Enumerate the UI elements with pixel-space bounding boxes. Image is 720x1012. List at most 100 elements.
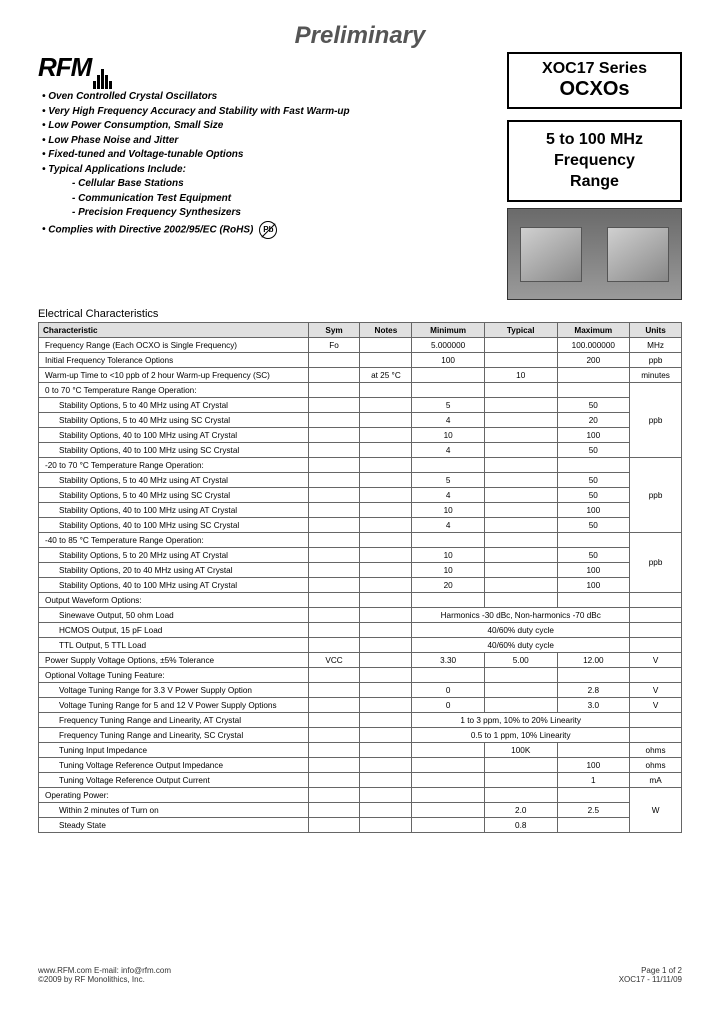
footer-left: www.RFM.com E-mail: info@rfm.com ©2009 b… bbox=[38, 966, 171, 984]
table-cell: 200 bbox=[557, 353, 630, 368]
table-cell bbox=[360, 788, 412, 803]
table-cell: Operating Power: bbox=[39, 788, 309, 803]
features-list: Oven Controlled Crystal OscillatorsVery … bbox=[42, 90, 462, 239]
table-cell bbox=[308, 533, 360, 548]
table-cell bbox=[308, 818, 360, 833]
table-cell: Frequency Range (Each OCXO is Single Fre… bbox=[39, 338, 309, 353]
table-cell bbox=[484, 563, 557, 578]
table-cell: Frequency Tuning Range and Linearity, AT… bbox=[39, 713, 309, 728]
table-cell: Stability Options, 20 to 40 MHz using AT… bbox=[39, 563, 309, 578]
table-cell: Harmonics -30 dBc, Non-harmonics -70 dBc bbox=[412, 608, 630, 623]
table-cell: 100 bbox=[557, 503, 630, 518]
table-cell bbox=[360, 473, 412, 488]
table-cell bbox=[484, 518, 557, 533]
table-cell: Power Supply Voltage Options, ±5% Tolera… bbox=[39, 653, 309, 668]
table-cell: 10 bbox=[412, 503, 485, 518]
table-cell bbox=[484, 698, 557, 713]
table-cell bbox=[308, 473, 360, 488]
table-cell: 4 bbox=[412, 443, 485, 458]
table-cell bbox=[360, 758, 412, 773]
feature-item: Low Power Consumption, Small Size bbox=[42, 119, 462, 134]
table-cell bbox=[630, 728, 682, 743]
table-cell bbox=[484, 548, 557, 563]
table-cell bbox=[484, 398, 557, 413]
table-cell: V bbox=[630, 653, 682, 668]
table-cell bbox=[412, 368, 485, 383]
table-cell: Tuning Input Impedance bbox=[39, 743, 309, 758]
table-cell: 100K bbox=[484, 743, 557, 758]
table-cell: Frequency Tuning Range and Linearity, SC… bbox=[39, 728, 309, 743]
table-header: Characteristic bbox=[39, 323, 309, 338]
table-cell bbox=[308, 668, 360, 683]
footer-right: Page 1 of 2 XOC17 - 11/11/09 bbox=[619, 966, 682, 984]
table-cell bbox=[308, 713, 360, 728]
table-header: Sym bbox=[308, 323, 360, 338]
table-cell bbox=[557, 743, 630, 758]
table-cell: Optional Voltage Tuning Feature: bbox=[39, 668, 309, 683]
table-cell bbox=[484, 428, 557, 443]
table-cell: at 25 °C bbox=[360, 368, 412, 383]
table-cell bbox=[360, 638, 412, 653]
table-cell bbox=[360, 488, 412, 503]
table-cell bbox=[484, 758, 557, 773]
table-cell: Initial Frequency Tolerance Options bbox=[39, 353, 309, 368]
table-cell bbox=[484, 593, 557, 608]
table-cell: -40 to 85 °C Temperature Range Operation… bbox=[39, 533, 309, 548]
table-cell bbox=[630, 593, 682, 608]
table-cell: 5 bbox=[412, 473, 485, 488]
table-cell bbox=[360, 533, 412, 548]
table-cell: 100 bbox=[557, 563, 630, 578]
table-cell bbox=[484, 338, 557, 353]
table-cell: Stability Options, 5 to 40 MHz using SC … bbox=[39, 413, 309, 428]
table-cell: 50 bbox=[557, 518, 630, 533]
table-cell bbox=[412, 593, 485, 608]
table-cell bbox=[308, 488, 360, 503]
table-cell bbox=[484, 383, 557, 398]
table-cell: Stability Options, 40 to 100 MHz using A… bbox=[39, 578, 309, 593]
table-cell: Stability Options, 40 to 100 MHz using A… bbox=[39, 428, 309, 443]
footer-page: Page 1 of 2 bbox=[619, 966, 682, 975]
table-cell: ohms bbox=[630, 758, 682, 773]
section-title: Electrical Characteristics bbox=[38, 308, 158, 320]
table-cell: 100 bbox=[557, 758, 630, 773]
table-cell bbox=[308, 563, 360, 578]
table-cell: 40/60% duty cycle bbox=[412, 623, 630, 638]
table-cell bbox=[484, 578, 557, 593]
table-cell bbox=[484, 488, 557, 503]
table-cell bbox=[484, 443, 557, 458]
table-cell: Stability Options, 5 to 40 MHz using SC … bbox=[39, 488, 309, 503]
table-cell bbox=[630, 623, 682, 638]
table-cell bbox=[412, 818, 485, 833]
table-cell bbox=[484, 503, 557, 518]
table-cell bbox=[308, 758, 360, 773]
table-cell: 0.8 bbox=[484, 818, 557, 833]
table-cell bbox=[360, 668, 412, 683]
subfeature-item: Communication Test Equipment bbox=[72, 192, 462, 207]
product-image bbox=[507, 208, 682, 300]
preliminary-title: Preliminary bbox=[295, 22, 426, 50]
table-cell bbox=[360, 518, 412, 533]
subfeature-item: Precision Frequency Synthesizers bbox=[72, 206, 462, 221]
table-cell bbox=[484, 788, 557, 803]
table-cell bbox=[308, 743, 360, 758]
table-cell bbox=[360, 698, 412, 713]
table-cell: 50 bbox=[557, 548, 630, 563]
table-cell: 5 bbox=[412, 398, 485, 413]
table-cell: 50 bbox=[557, 443, 630, 458]
footer-copyright: ©2009 by RF Monolithics, Inc. bbox=[38, 975, 171, 984]
table-cell: 100 bbox=[557, 428, 630, 443]
table-cell: TTL Output, 5 TTL Load bbox=[39, 638, 309, 653]
table-cell bbox=[484, 458, 557, 473]
table-cell bbox=[412, 788, 485, 803]
table-cell: minutes bbox=[630, 368, 682, 383]
table-cell bbox=[308, 443, 360, 458]
table-cell bbox=[308, 413, 360, 428]
table-cell: 0.5 to 1 ppm, 10% Linearity bbox=[412, 728, 630, 743]
table-cell: 10 bbox=[412, 563, 485, 578]
table-cell bbox=[557, 458, 630, 473]
table-cell bbox=[557, 818, 630, 833]
table-cell bbox=[557, 383, 630, 398]
table-cell bbox=[630, 713, 682, 728]
frequency-box: 5 to 100 MHz Frequency Range bbox=[507, 120, 682, 202]
table-cell: 1 to 3 ppm, 10% to 20% Linearity bbox=[412, 713, 630, 728]
